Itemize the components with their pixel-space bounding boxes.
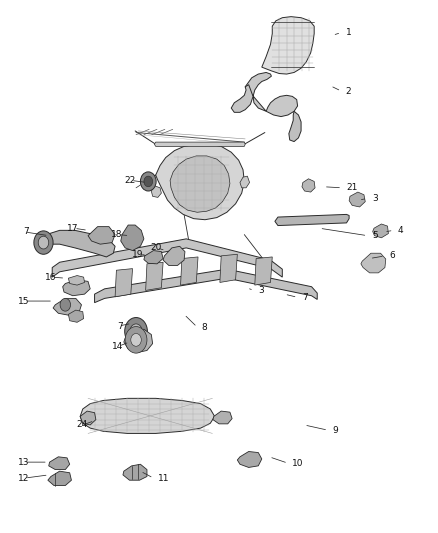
Text: 10: 10	[292, 459, 304, 467]
Polygon shape	[154, 142, 245, 147]
Polygon shape	[155, 144, 244, 220]
Circle shape	[38, 236, 49, 249]
Polygon shape	[245, 72, 272, 111]
Polygon shape	[146, 262, 163, 290]
Polygon shape	[63, 280, 90, 296]
Polygon shape	[88, 227, 115, 244]
Circle shape	[125, 318, 148, 345]
Text: 20: 20	[150, 244, 161, 253]
Polygon shape	[220, 254, 237, 282]
Polygon shape	[68, 310, 84, 322]
Polygon shape	[124, 329, 152, 353]
Polygon shape	[121, 225, 144, 251]
Text: 9: 9	[332, 426, 338, 435]
Polygon shape	[349, 192, 365, 207]
Polygon shape	[144, 251, 163, 264]
Text: 12: 12	[18, 474, 29, 482]
Polygon shape	[302, 179, 315, 192]
Circle shape	[131, 334, 141, 346]
Text: 6: 6	[389, 252, 395, 260]
Polygon shape	[49, 457, 70, 470]
Polygon shape	[373, 224, 389, 238]
Text: 2: 2	[346, 86, 351, 95]
Text: 7: 7	[302, 293, 308, 302]
Polygon shape	[151, 185, 161, 197]
Circle shape	[141, 172, 156, 191]
Polygon shape	[53, 298, 81, 316]
Text: 15: 15	[18, 296, 29, 305]
Polygon shape	[80, 398, 215, 433]
Text: 4: 4	[398, 226, 404, 235]
Polygon shape	[42, 230, 115, 257]
Text: 7: 7	[23, 228, 29, 237]
Polygon shape	[123, 464, 147, 480]
Text: 5: 5	[372, 231, 378, 240]
Polygon shape	[240, 176, 250, 188]
Polygon shape	[180, 257, 198, 285]
Text: 22: 22	[124, 176, 135, 185]
Polygon shape	[262, 17, 314, 74]
Circle shape	[125, 327, 147, 353]
Circle shape	[34, 231, 53, 254]
Text: 17: 17	[67, 224, 78, 233]
Text: 13: 13	[18, 458, 29, 466]
Polygon shape	[52, 239, 283, 277]
Polygon shape	[361, 253, 386, 273]
Text: 7: 7	[117, 321, 123, 330]
Polygon shape	[115, 269, 133, 297]
Text: 3: 3	[372, 194, 378, 203]
Polygon shape	[213, 411, 232, 424]
Text: 21: 21	[346, 183, 358, 192]
Circle shape	[130, 324, 142, 339]
Polygon shape	[231, 85, 253, 112]
Polygon shape	[48, 471, 71, 486]
Text: 1: 1	[346, 28, 351, 37]
Text: 18: 18	[111, 230, 123, 239]
Text: 8: 8	[201, 322, 207, 332]
Text: 14: 14	[112, 342, 123, 351]
Polygon shape	[170, 156, 230, 212]
Text: 11: 11	[158, 474, 170, 482]
Text: 24: 24	[76, 421, 87, 430]
Polygon shape	[80, 411, 96, 425]
Polygon shape	[266, 95, 297, 117]
Text: 16: 16	[45, 273, 57, 281]
Text: 19: 19	[132, 251, 144, 260]
Polygon shape	[255, 257, 272, 285]
Polygon shape	[95, 269, 317, 303]
Circle shape	[60, 298, 71, 311]
Polygon shape	[237, 451, 262, 467]
Polygon shape	[68, 276, 85, 285]
Circle shape	[144, 176, 152, 187]
Text: 3: 3	[258, 286, 264, 295]
Polygon shape	[163, 246, 185, 265]
Polygon shape	[289, 111, 301, 142]
Polygon shape	[275, 214, 349, 225]
